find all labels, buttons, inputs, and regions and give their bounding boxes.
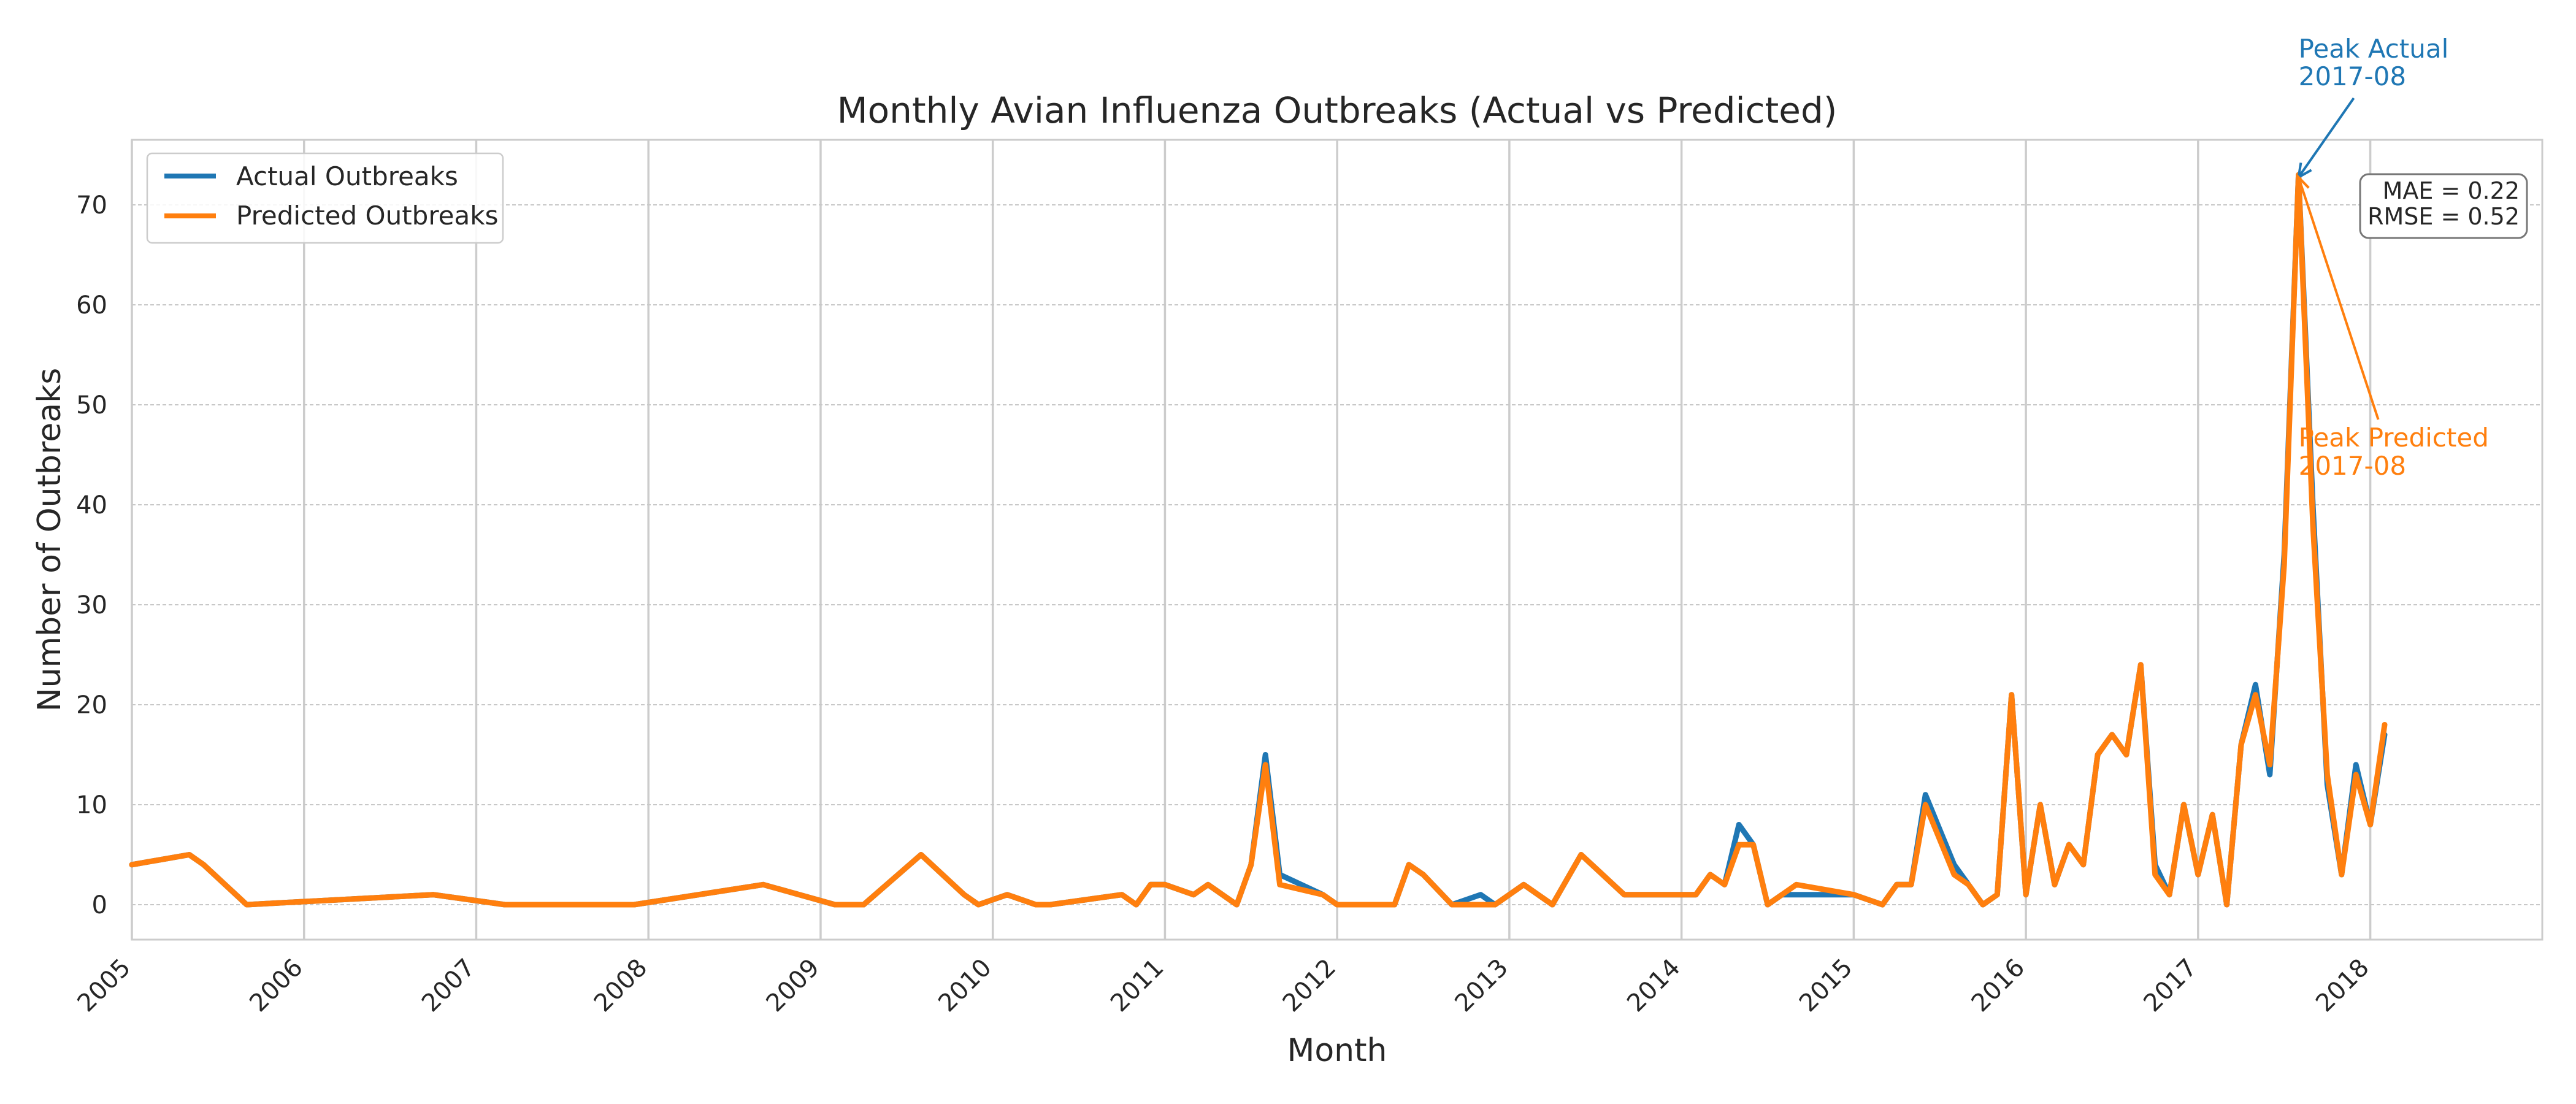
mae-text: MAE = 0.22 xyxy=(2383,177,2520,204)
predicted-series-line xyxy=(129,172,2388,908)
x-tick-label: 2018 xyxy=(2310,954,2375,1018)
x-tick-label: 2014 xyxy=(1622,954,1686,1018)
y-tick-label: 70 xyxy=(76,191,107,220)
peak-predicted-arrow xyxy=(2297,177,2380,420)
x-tick-label: 2012 xyxy=(1278,954,1342,1018)
peak-predicted-label: Peak Predicted xyxy=(2299,423,2489,453)
series-layer xyxy=(129,172,2388,908)
x-tick-label: 2013 xyxy=(1449,954,1514,1018)
error-stats-box: MAE = 0.22 RMSE = 0.52 xyxy=(2359,173,2528,239)
x-tick-label: 2007 xyxy=(416,954,481,1018)
peak-predicted-date: 2017-08 xyxy=(2299,451,2407,481)
y-tick-label: 40 xyxy=(76,491,107,519)
horizontal-gridlines xyxy=(132,204,2542,905)
peak-actual-annotation: Peak Actual 2017-08 xyxy=(2296,34,2449,180)
peak-actual-label: Peak Actual xyxy=(2299,34,2449,64)
stats-box-frame xyxy=(2359,173,2528,239)
y-tick-label: 10 xyxy=(76,791,107,819)
y-axis-ticks: 0 10 20 30 40 50 60 70 xyxy=(76,191,107,919)
legend: Actual Outbreaks Predicted Outbreaks xyxy=(146,152,504,244)
legend-label-predicted: Predicted Outbreaks xyxy=(236,201,498,231)
x-tick-label: 2005 xyxy=(72,954,137,1018)
y-tick-label: 60 xyxy=(76,291,107,320)
legend-box xyxy=(146,152,504,244)
peak-predicted-annotation: Peak Predicted 2017-08 xyxy=(2295,174,2489,481)
x-tick-label: 2010 xyxy=(933,954,997,1018)
vertical-gridlines xyxy=(131,140,2372,940)
plot-frame xyxy=(131,139,2543,941)
y-axis-title: Number of Outbreaks xyxy=(31,368,68,712)
peak-predicted-arrowhead xyxy=(2295,174,2310,193)
x-tick-label: 2016 xyxy=(1966,954,2031,1018)
x-tick-label: 2015 xyxy=(1794,954,1858,1018)
chart-title: Monthly Avian Influenza Outbreaks (Actua… xyxy=(837,90,1838,131)
x-axis-title: Month xyxy=(1287,1032,1387,1069)
actual-series-line xyxy=(129,172,2388,908)
rmse-text: RMSE = 0.52 xyxy=(2367,203,2520,230)
peak-actual-arrow xyxy=(2297,97,2355,178)
y-tick-label: 0 xyxy=(92,891,107,919)
x-tick-label: 2009 xyxy=(761,954,826,1018)
x-tick-label: 2006 xyxy=(244,954,309,1018)
x-tick-label: 2011 xyxy=(1105,954,1170,1018)
y-tick-label: 20 xyxy=(76,691,107,719)
x-tick-label: 2008 xyxy=(589,954,653,1018)
y-tick-label: 50 xyxy=(76,391,107,420)
y-tick-label: 30 xyxy=(76,591,107,619)
peak-actual-date: 2017-08 xyxy=(2299,61,2407,91)
x-tick-label: 2017 xyxy=(2138,954,2202,1018)
legend-label-actual: Actual Outbreaks xyxy=(236,161,458,191)
x-axis-ticks: 2005 2006 2007 2008 2009 2010 2011 2012 2013 2014… xyxy=(72,954,2375,1018)
